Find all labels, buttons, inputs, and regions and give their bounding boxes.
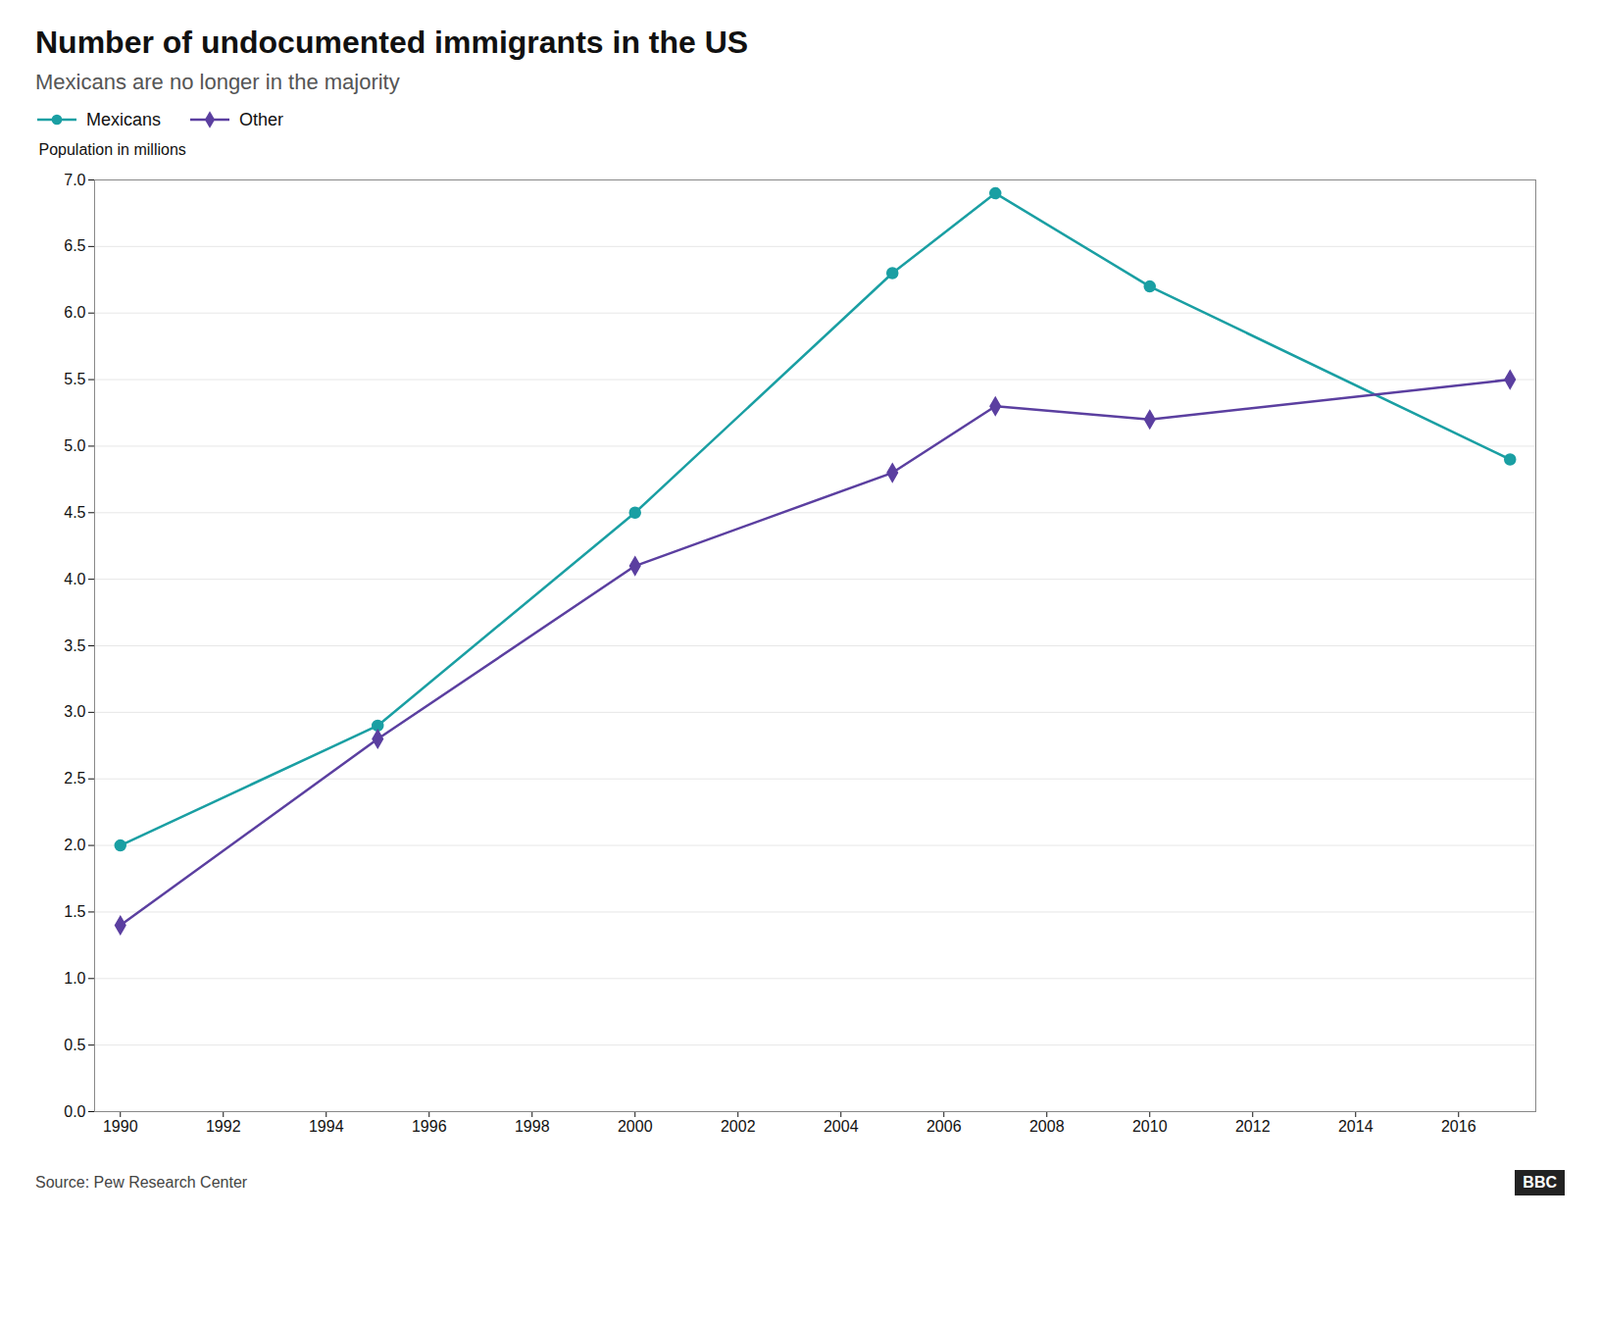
html-text:Mexicans are no longer in the: Mexicans are no longer in the majority [35, 70, 400, 95]
svg-text:2006: 2006 [926, 1117, 962, 1135]
html-text:Other: Other [239, 109, 284, 130]
svg-text:1.5: 1.5 [63, 902, 86, 920]
svg-text:1990: 1990 [102, 1117, 139, 1135]
svg-text:Population in millions: Population in millions [39, 141, 187, 158]
svg-text:1998: 1998 [514, 1117, 550, 1135]
svg-text:4.5: 4.5 [63, 503, 86, 521]
html-text:Number of undocumented immigra: Number of undocumented immigrants in the… [35, 24, 749, 60]
svg-text:2000: 2000 [617, 1117, 653, 1135]
svg-text:2010: 2010 [1132, 1117, 1168, 1135]
svg-text:3.5: 3.5 [63, 637, 86, 654]
svg-text:6.0: 6.0 [63, 303, 86, 321]
svg-text:1996: 1996 [411, 1117, 448, 1135]
svg-text:7.0: 7.0 [63, 171, 86, 189]
svg-text:2.5: 2.5 [63, 769, 86, 787]
svg-text:3.0: 3.0 [63, 702, 86, 720]
html-text:Source: Pew Research Center: Source: Pew Research Center [35, 1173, 248, 1191]
svg-text:2008: 2008 [1029, 1117, 1065, 1135]
svg-text:1.0: 1.0 [63, 969, 86, 987]
svg-text:2004: 2004 [823, 1117, 859, 1135]
svg-text:6.5: 6.5 [63, 237, 86, 254]
svg-text:1994: 1994 [308, 1117, 345, 1135]
svg-text:0.5: 0.5 [63, 1036, 86, 1053]
svg-text:1992: 1992 [205, 1117, 242, 1135]
svg-text:5.0: 5.0 [63, 437, 86, 454]
svg-text:2016: 2016 [1441, 1117, 1477, 1135]
svg-text:0.0: 0.0 [63, 1102, 86, 1120]
svg-text:2014: 2014 [1338, 1117, 1374, 1135]
html-text:BBC: BBC [1522, 1173, 1557, 1191]
html-text:Mexicans: Mexicans [86, 109, 161, 130]
svg-text:2.0: 2.0 [63, 836, 86, 853]
svg-text:5.5: 5.5 [63, 370, 86, 388]
svg-text:2012: 2012 [1235, 1117, 1271, 1135]
svg-text:2002: 2002 [720, 1117, 756, 1135]
svg-text:4.0: 4.0 [63, 570, 86, 588]
